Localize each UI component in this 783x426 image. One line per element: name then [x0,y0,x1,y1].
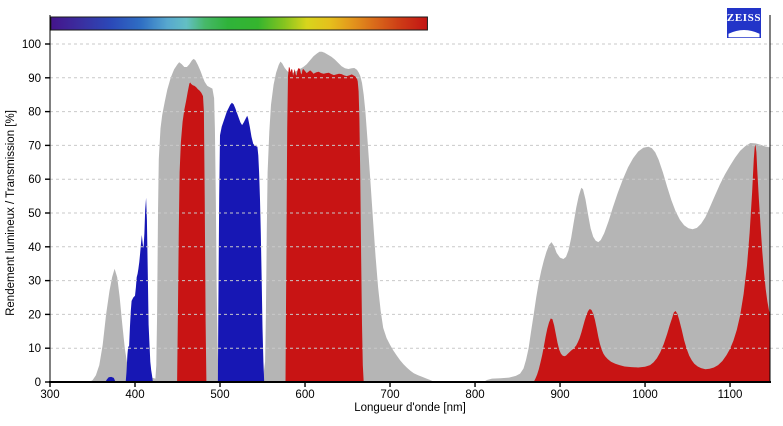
zeiss-logo-text: ZEISS [727,12,761,24]
y-tick-label-10: 10 [28,343,41,355]
x-axis-ticks: 300 400 500 600 700 800 900 1000 1100 [40,382,742,401]
series-area-red-channel [285,67,364,382]
x-tick-label-400: 400 [125,389,144,401]
x-tick-label-500: 500 [210,389,229,401]
y-tick-label-100: 100 [22,39,41,51]
series-area-blue-channel [217,102,265,383]
x-tick-label-600: 600 [295,389,314,401]
x-tick-label-900: 900 [550,389,569,401]
y-tick-label-70: 70 [28,140,41,152]
y-tick-label-30: 30 [28,276,41,288]
y-tick-label-40: 40 [28,242,41,254]
y-tick-label-60: 60 [28,174,41,186]
gridlines [50,43,783,349]
y-axis-title: Rendement lumineux / Transmission [%] [5,110,17,316]
series-area-red-channel [177,82,207,382]
x-tick-label-700: 700 [380,389,399,401]
zeiss-logo-lens-icon [728,30,760,38]
x-axis-title: Longueur d'onde [nm] [354,402,466,414]
x-tick-label-300: 300 [40,389,59,401]
x-tick-label-1100: 1100 [718,389,743,401]
x-tick-label-800: 800 [465,389,484,401]
series-area-transmission-envelope [50,51,770,383]
y-tick-label-80: 80 [28,107,41,119]
x-tick-label-1000: 1000 [632,389,658,401]
y-tick-label-90: 90 [28,73,41,85]
series-areas [50,51,770,383]
y-tick-label-20: 20 [28,309,41,321]
y-tick-label-0: 0 [35,377,41,389]
series-area-red-channel [533,144,770,382]
spectrum-color-bar [50,16,428,31]
series-area-blue-channel [105,376,116,382]
series-area-blue-channel [125,197,153,382]
plot-frame [49,15,771,383]
y-axis-ticks: 0 10 20 30 40 50 60 70 80 90 100 [22,39,50,389]
zeiss-logo: ZEISS [727,8,761,38]
y-tick-label-50: 50 [28,208,41,220]
